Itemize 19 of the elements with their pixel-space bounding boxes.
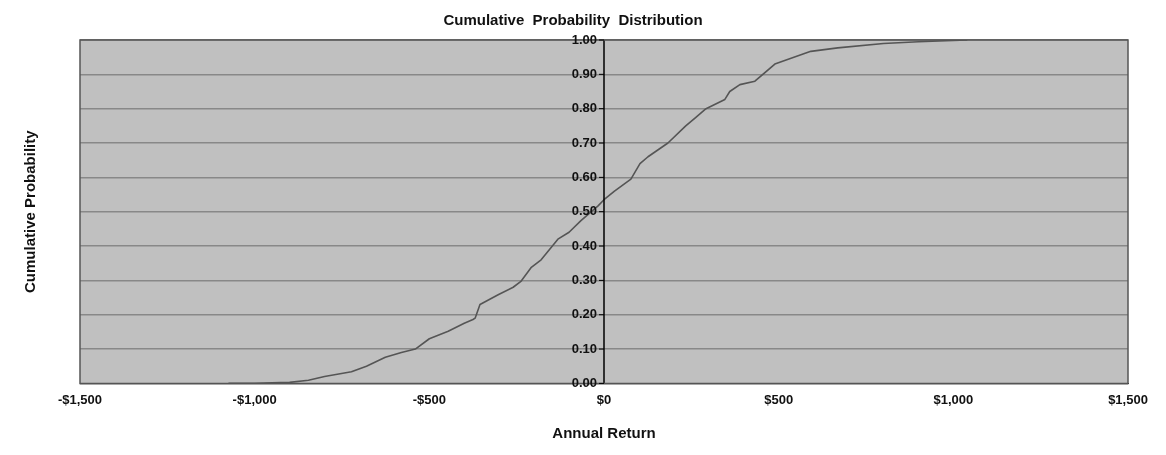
y-tick-label: 0.60: [571, 168, 597, 184]
y-tick-label: 0.20: [571, 306, 597, 322]
chart-title: Cumulative Probability Distribution: [443, 11, 703, 29]
x-tick-label: $1,500: [1108, 391, 1148, 407]
x-tick-label: -$1,000: [232, 391, 277, 407]
y-tick-label: 1.00: [571, 31, 597, 47]
y-tick-label: 0.10: [571, 340, 597, 356]
x-tick-label: -$500: [412, 391, 446, 407]
x-tick-label: $1,000: [933, 391, 974, 407]
x-tick-label: $500: [764, 391, 794, 407]
y-tick-label: 0.90: [571, 65, 597, 81]
y-tick-label: 0.30: [571, 271, 597, 287]
y-tick-label: 0.80: [571, 100, 597, 116]
y-tick-label: 0.40: [571, 237, 597, 253]
x-tick-label: -$1,500: [57, 391, 103, 407]
x-axis-title: Annual Return: [552, 424, 656, 442]
x-tick-label: $0: [596, 391, 612, 407]
y-axis-title: Cumulative Probability: [21, 129, 39, 293]
y-tick-label: 0.70: [571, 134, 597, 150]
